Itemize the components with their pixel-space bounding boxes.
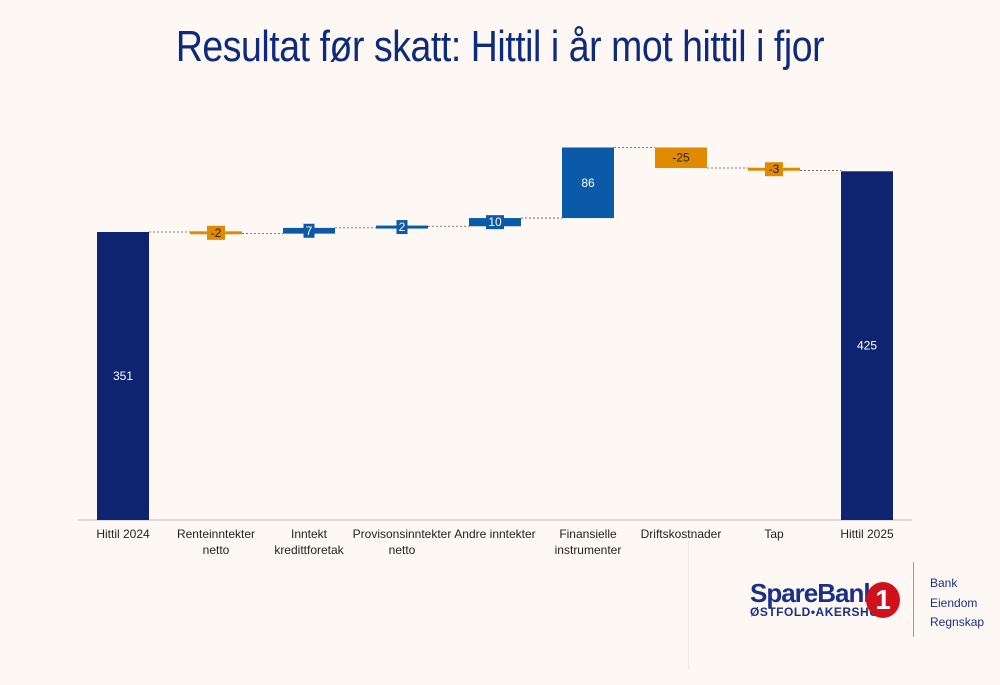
bar-5 [562,147,614,219]
x-tick-label: kredittforetak [274,543,344,557]
tag-eiendom: Eiendom [930,595,978,610]
logo-one-icon: 1 [866,582,900,618]
logo-divider [913,562,914,637]
data-label-bg [396,220,408,235]
chart-title: Resultat før skatt: Hittil i år mot hitt… [175,22,825,71]
x-tick-label: Inntekt [291,527,328,541]
data-label: 351 [113,369,133,383]
sparebank-logo: SpareBank ØSTFOLD•AKERSHUS [750,578,887,619]
x-tick-label: Driftskostnader [641,527,722,541]
data-label: 10 [488,215,502,229]
x-tick-label: Tap [764,527,784,541]
logo-tags: Bank Eiendom Regnskap [930,574,984,633]
x-tick-label: Renteinntekter [177,527,255,541]
x-tick-label: instrumenter [555,543,622,557]
logo-region: ØSTFOLD•AKERSHUS [750,605,887,619]
bar-0 [97,232,149,520]
x-tick-label: Provisonsinntekter [353,527,452,541]
data-label: 2 [399,220,406,234]
tag-bank: Bank [930,576,958,590]
tag-regnskap: Regnskap [930,615,985,629]
bar-6 [655,147,707,168]
data-label: -3 [769,162,780,176]
x-tick-label: Hittil 2025 [840,527,894,541]
x-tick-label: Andre inntekter [454,527,535,541]
data-label: -25 [672,151,690,165]
data-label: 425 [857,339,877,353]
x-tick-label: netto [203,543,230,557]
logo-name: SpareBank [750,578,878,608]
data-label-bg [303,223,315,238]
data-label: 86 [581,176,595,190]
data-label-bg [486,215,504,230]
divider [688,540,689,670]
x-tick-label: Hittil 2024 [96,527,150,541]
bar-8 [841,171,893,521]
x-tick-label: netto [389,543,416,557]
data-label: -2 [211,226,222,240]
data-label-bg [765,162,783,177]
data-label-bg [207,225,225,240]
data-label: 7 [306,224,313,238]
x-tick-label: Finansielle [559,527,617,541]
